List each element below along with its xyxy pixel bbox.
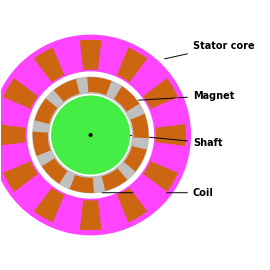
Wedge shape — [0, 123, 25, 147]
Wedge shape — [131, 114, 148, 139]
Wedge shape — [54, 41, 83, 74]
Wedge shape — [119, 163, 134, 179]
Circle shape — [52, 96, 129, 174]
Wedge shape — [54, 196, 83, 229]
Wedge shape — [130, 60, 166, 95]
Text: Stator core: Stator core — [165, 41, 255, 59]
Wedge shape — [0, 143, 30, 172]
Text: Magnet: Magnet — [139, 91, 234, 101]
Wedge shape — [15, 175, 51, 210]
Wedge shape — [33, 77, 148, 193]
Wedge shape — [33, 121, 48, 132]
Wedge shape — [38, 151, 54, 165]
Wedge shape — [133, 138, 148, 149]
Wedge shape — [130, 175, 166, 210]
Wedge shape — [69, 176, 94, 192]
Wedge shape — [47, 91, 63, 107]
Wedge shape — [127, 105, 144, 119]
Wedge shape — [0, 98, 30, 127]
Wedge shape — [79, 40, 102, 69]
Wedge shape — [99, 196, 127, 229]
Wedge shape — [107, 82, 121, 98]
Wedge shape — [114, 86, 139, 112]
Wedge shape — [143, 161, 178, 192]
Wedge shape — [60, 172, 74, 188]
Circle shape — [0, 35, 190, 235]
Wedge shape — [34, 48, 65, 82]
Circle shape — [28, 72, 154, 198]
Wedge shape — [143, 78, 178, 109]
Wedge shape — [99, 41, 127, 74]
Wedge shape — [156, 123, 185, 147]
Wedge shape — [4, 161, 38, 192]
Wedge shape — [33, 131, 50, 156]
Wedge shape — [54, 79, 80, 102]
Text: Shaft: Shaft — [96, 132, 222, 148]
Text: Coil: Coil — [102, 188, 214, 198]
Wedge shape — [116, 48, 147, 82]
Wedge shape — [151, 98, 184, 127]
Wedge shape — [124, 146, 146, 172]
Wedge shape — [151, 143, 184, 172]
Wedge shape — [101, 168, 127, 191]
Wedge shape — [77, 78, 87, 93]
Wedge shape — [35, 98, 57, 124]
Wedge shape — [94, 177, 104, 192]
Wedge shape — [42, 158, 68, 184]
Wedge shape — [34, 188, 65, 222]
Wedge shape — [15, 60, 51, 95]
Circle shape — [89, 134, 92, 136]
Wedge shape — [79, 201, 102, 229]
Wedge shape — [4, 78, 38, 109]
Wedge shape — [87, 78, 112, 94]
Wedge shape — [116, 188, 147, 222]
